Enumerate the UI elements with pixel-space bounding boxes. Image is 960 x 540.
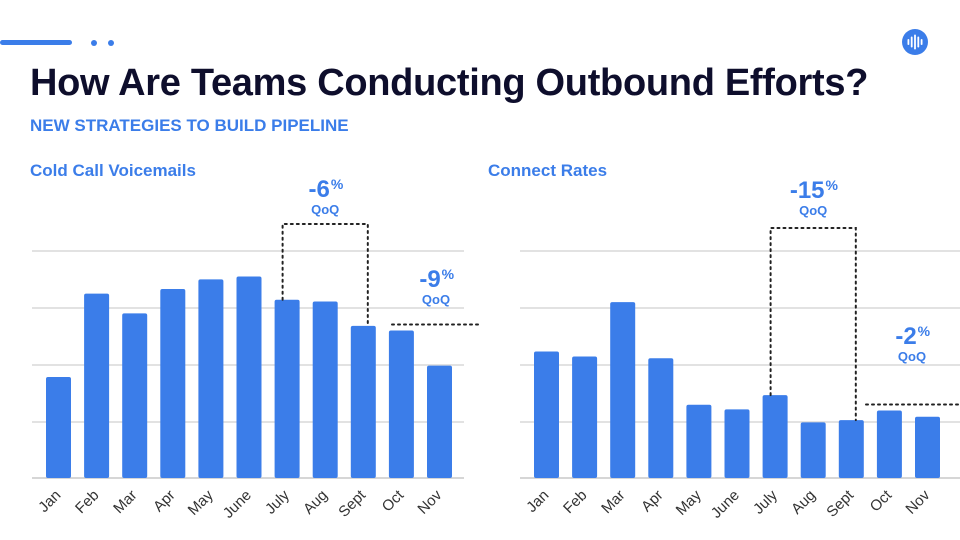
bar-nov [915,416,940,478]
chart-title: Cold Call Voicemails [30,161,196,180]
qoq-label: QoQ [799,203,827,218]
qoq-percent-sign: % [826,177,839,193]
bar-jan [534,351,559,478]
qoq-change-value: -9 [419,266,440,293]
bar-aug [800,422,826,478]
qoq-bracket [769,227,857,422]
bar-sept [350,325,376,478]
bar-apr [648,358,674,478]
bar-mar [122,313,148,478]
qoq-percent-sign: % [918,323,931,339]
qoq-bracket [281,223,369,327]
bar-feb [84,293,110,478]
bar-oct [388,330,414,478]
bar-june [724,409,750,478]
x-tick-label: May [673,486,705,518]
x-tick-label: July [262,486,293,517]
connect-rates-chart: Connect Rates Jan Feb Mar Apr May June July Aug S… [488,161,960,522]
cold-call-voicemails-chart: Cold Call Voicemails Jan Feb Mar Apr May June J… [30,161,483,522]
x-tick-label: June [220,487,255,522]
x-tick-label: Feb [72,487,102,517]
qoq-change-value: -2 [895,323,916,350]
qoq-label: QoQ [898,349,926,364]
bar-feb [572,356,598,478]
qoq-change-value: -6 [309,176,330,203]
chart-title: Connect Rates [488,161,607,180]
x-tick-label: Apr [638,487,667,516]
x-tick-label: Oct [379,486,408,515]
x-tick-label: July [750,486,781,517]
bar-july [762,395,788,478]
x-tick-label: Oct [867,486,896,515]
accent-dot [108,40,114,46]
qoq-percent-sign: % [331,176,344,192]
qoq-percent-sign: % [442,266,455,282]
soundwave-icon [902,29,928,55]
page-title: How Are Teams Conducting Outbound Effort… [30,62,869,104]
accent-line [0,40,72,45]
bar-may [686,404,712,478]
x-tick-label: Aug [788,487,819,518]
x-tick-label: Sept [335,486,369,520]
x-tick-label: Mar [598,487,628,517]
qoq-label: QoQ [311,202,339,217]
x-tick-label: Jan [523,487,552,516]
page-subtitle: NEW STRATEGIES TO BUILD PIPELINE [30,116,349,135]
bar-oct [876,410,902,478]
bar-mar [610,302,636,478]
bar-nov [427,365,452,478]
bar-july [274,299,300,478]
x-tick-label: Jan [35,487,64,516]
bar-may [198,279,224,478]
bar-aug [312,301,338,478]
x-tick-label: Sept [823,486,857,520]
qoq-change-value: -15 [790,177,825,204]
x-tick-label: May [185,486,217,518]
qoq-label: QoQ [422,292,450,307]
x-tick-label: Feb [560,487,590,517]
x-tick-label: Nov [902,486,933,517]
x-tick-label: Aug [300,487,331,518]
x-tick-label: Nov [414,486,445,517]
bar-june [236,276,262,478]
accent-dot [91,40,97,46]
x-tick-label: Apr [150,487,179,516]
x-tick-label: Mar [110,487,140,517]
bar-sept [838,420,864,478]
bar-jan [46,376,71,478]
x-tick-label: June [708,487,743,522]
bar-apr [160,289,186,478]
